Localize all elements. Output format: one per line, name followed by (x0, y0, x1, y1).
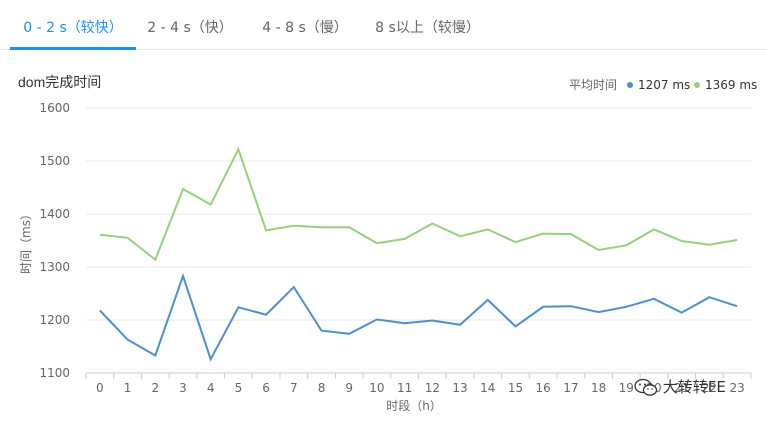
x-tick-label-9: 9 (345, 381, 353, 395)
x-tick-label-17: 17 (563, 381, 578, 395)
tab-4-8s[interactable]: 4 - 8 s（慢） (262, 20, 348, 36)
watermark: 大转转FE (634, 373, 744, 401)
x-tick-label-8: 8 (318, 381, 326, 395)
x-tick-label-13: 13 (452, 381, 467, 395)
dom-time-line-chart: dom完成时间 平均时间 1207 ms 1369 ms 11001200130… (18, 74, 757, 413)
x-tick-label-11: 11 (397, 381, 412, 395)
x-tick-label-23: 23 (730, 381, 745, 395)
y-tick-label-1300: 1300 (39, 260, 70, 274)
x-tick-label-3: 3 (179, 381, 187, 395)
series-lines (99, 146, 738, 362)
x-tick-label-15: 15 (508, 381, 523, 395)
series-line-1 (99, 272, 738, 362)
x-tick-label-0: 0 (96, 381, 104, 395)
wechat-icon (634, 378, 658, 396)
chart-title: dom完成时间 (18, 74, 101, 90)
y-tick-label-1100: 1100 (39, 366, 70, 380)
watermark-text: 大转转FE (662, 378, 726, 396)
legend: 平均时间 1207 ms 1369 ms (569, 78, 757, 92)
y-tick-label-1500: 1500 (39, 154, 70, 168)
x-tick-label-12: 12 (425, 381, 440, 395)
x-tick-label-6: 6 (262, 381, 270, 395)
x-tick-label-10: 10 (369, 381, 384, 395)
series-line-2 (99, 146, 738, 262)
tab-0-2s[interactable]: 0 - 2 s（较快） (10, 0, 136, 50)
tab-2-4s[interactable]: 2 - 4 s（快） (147, 20, 233, 36)
x-tick-label-21: 21 (674, 381, 689, 395)
y-tick-label-1600: 1600 (39, 101, 70, 115)
x-tick-label-4: 4 (207, 381, 215, 395)
x-axis-label: 时段（h） (386, 398, 442, 413)
y-axis-ticks: 1100 1200 1300 1400 1500 1600 (39, 101, 70, 380)
legend-title: 平均时间 (569, 78, 617, 92)
x-tick-label-16: 16 (536, 381, 551, 395)
grid (86, 107, 751, 321)
x-tick-label-18: 18 (591, 381, 606, 395)
y-tick-label-1200: 1200 (39, 313, 70, 327)
x-axis: 01234567891011121314151617181920212223 (85, 372, 752, 395)
x-tick-label-19: 19 (619, 381, 634, 395)
legend-marker-series-2 (694, 82, 700, 88)
x-tick-label-1: 1 (124, 381, 132, 395)
legend-label-series-2[interactable]: 1369 ms (705, 78, 757, 92)
y-axis-label: 时间（ms） (19, 208, 33, 274)
tab-8s-plus[interactable]: 8 s以上（较慢） (375, 20, 480, 36)
x-tick-label-14: 14 (480, 381, 495, 395)
x-tick-label-22: 22 (702, 381, 717, 395)
tab-bar: 0 - 2 s（较快） 2 - 4 s（快） 4 - 8 s（慢） 8 s以上（… (0, 0, 767, 50)
x-tick-label-5: 5 (235, 381, 243, 395)
y-tick-label-1400: 1400 (39, 207, 70, 221)
x-tick-label-2: 2 (151, 381, 159, 395)
legend-marker-series-1 (627, 82, 633, 88)
legend-label-series-1[interactable]: 1207 ms (638, 78, 690, 92)
x-tick-label-7: 7 (290, 381, 298, 395)
